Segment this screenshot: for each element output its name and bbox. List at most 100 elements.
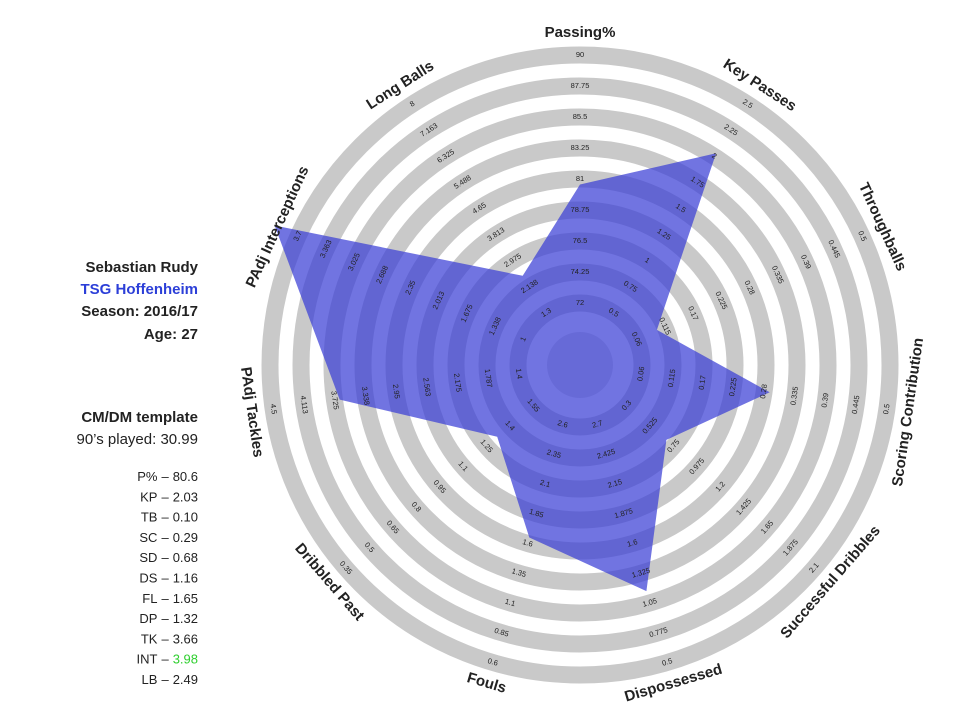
tick-label: 0.225 [727, 377, 739, 397]
stat-label: DP [139, 612, 157, 627]
tick-label: 0.445 [850, 395, 862, 415]
tick-label: 3.338 [360, 386, 372, 406]
tick-label: 72 [576, 298, 584, 307]
stat-separator: – [161, 551, 169, 566]
tick-label: 0.5 [661, 656, 674, 668]
stat-label: TK [141, 632, 158, 647]
stat-line: DP –1.32 [139, 612, 198, 627]
stat-line: FL –1.65 [142, 591, 198, 606]
stat-separator: – [161, 571, 169, 586]
stat-line: TK –3.66 [141, 632, 198, 647]
stat-label: FL [142, 591, 157, 606]
tick-label: 2.563 [421, 377, 433, 397]
tick-label: 2.6 [556, 418, 569, 430]
tick-label: 1.787 [483, 368, 495, 388]
tick-label: 2.7 [591, 418, 604, 430]
tick-label: 81 [576, 174, 584, 183]
stat-value: 3.98 [173, 652, 198, 667]
stat-value: 80.6 [173, 469, 198, 484]
stat-value: 1.16 [173, 571, 198, 586]
tick-label: 0.335 [788, 386, 800, 406]
tick-label: 1.1 [504, 597, 517, 609]
tick-label: 0.5 [881, 403, 891, 415]
tick-label: 2.95 [391, 384, 402, 400]
stat-label: KP [140, 490, 157, 505]
stat-value: 0.68 [173, 551, 198, 566]
tick-label: 1.6 [626, 537, 639, 549]
grid-ring [261, 46, 899, 684]
tick-label: 0.39 [819, 392, 830, 408]
team: TSG Hoffenheim [80, 281, 198, 298]
stat-separator: – [161, 652, 169, 667]
tick-label: 2 [710, 151, 718, 161]
stat-separator: – [161, 612, 169, 627]
tick-label: 2.175 [452, 373, 464, 393]
template: CM/DM template [81, 409, 198, 426]
stat-line: DS –1.16 [139, 571, 198, 586]
played: 90’s played: 30.99 [77, 431, 199, 448]
tick-label: 76.5 [573, 236, 588, 245]
tick-label: 1.4 [514, 368, 524, 380]
tick-label: 90 [576, 50, 584, 59]
tick-label: 1.6 [521, 537, 534, 549]
season: Season: 2016/17 [81, 303, 198, 320]
stat-line: SC –0.29 [139, 530, 198, 545]
stat-label: LB [142, 672, 158, 687]
tick-label: 87.75 [571, 81, 590, 90]
stat-label: P% [137, 469, 158, 484]
age: Age: 27 [144, 326, 198, 343]
stat-value: 1.65 [173, 591, 198, 606]
tick-label: 1 [643, 255, 651, 265]
tick-label: 0.28 [758, 384, 769, 400]
tick-label: 2.35 [546, 447, 563, 460]
stat-line: P% –80.6 [137, 469, 198, 484]
stat-separator: – [161, 510, 169, 525]
stat-value: 2.49 [173, 672, 198, 687]
player-name: Sebastian Rudy [85, 259, 198, 276]
stat-label: INT [137, 652, 158, 667]
tick-label: 3.7 [291, 229, 304, 242]
tick-label: 0.06 [635, 366, 646, 382]
stat-line: LB –2.49 [142, 672, 198, 687]
tick-label: 2.15 [607, 477, 624, 490]
stat-label: DS [139, 571, 157, 586]
tick-label: 1.05 [641, 596, 658, 609]
tick-label: 0.17 [697, 375, 708, 391]
tick-label: 0.85 [493, 626, 510, 639]
tick-label: 8 [408, 99, 416, 109]
stat-label: TB [141, 510, 158, 525]
stat-value: 1.32 [173, 612, 198, 627]
tick-label: 78.75 [571, 205, 590, 214]
tick-label: 74.25 [571, 267, 590, 276]
stat-line: TB –0.10 [141, 510, 198, 525]
polygon-layer [274, 153, 770, 592]
stat-separator: – [161, 672, 169, 687]
radar-area [274, 153, 770, 592]
tick-label: 4.5 [268, 403, 278, 415]
tick-label: 3.725 [329, 390, 341, 410]
stat-separator: – [161, 490, 169, 505]
stat-label: SC [139, 530, 157, 545]
tick-label: 0.115 [666, 369, 678, 388]
stat-value: 0.10 [173, 510, 198, 525]
stat-value: 2.03 [173, 490, 198, 505]
tick-label: 1.35 [511, 566, 528, 579]
stat-value: 0.29 [173, 530, 198, 545]
tick-label: 2.1 [539, 478, 552, 490]
tick-label: 0.6 [487, 656, 500, 668]
stat-separator: – [161, 591, 169, 606]
tick-label: 1.85 [528, 507, 545, 520]
stat-separator: – [161, 469, 169, 484]
grid-ring [292, 77, 868, 653]
stat-separator: – [161, 632, 169, 647]
stat-label: SD [139, 551, 157, 566]
tick-label: 85.5 [573, 112, 588, 121]
tick-label: 1 [518, 335, 528, 343]
tick-label: 0.5 [856, 229, 869, 242]
stat-line: INT –3.98 [137, 652, 199, 667]
stat-line: KP –2.03 [140, 490, 198, 505]
stat-line: SD –0.68 [139, 551, 198, 566]
tick-label: 4.113 [299, 395, 311, 414]
